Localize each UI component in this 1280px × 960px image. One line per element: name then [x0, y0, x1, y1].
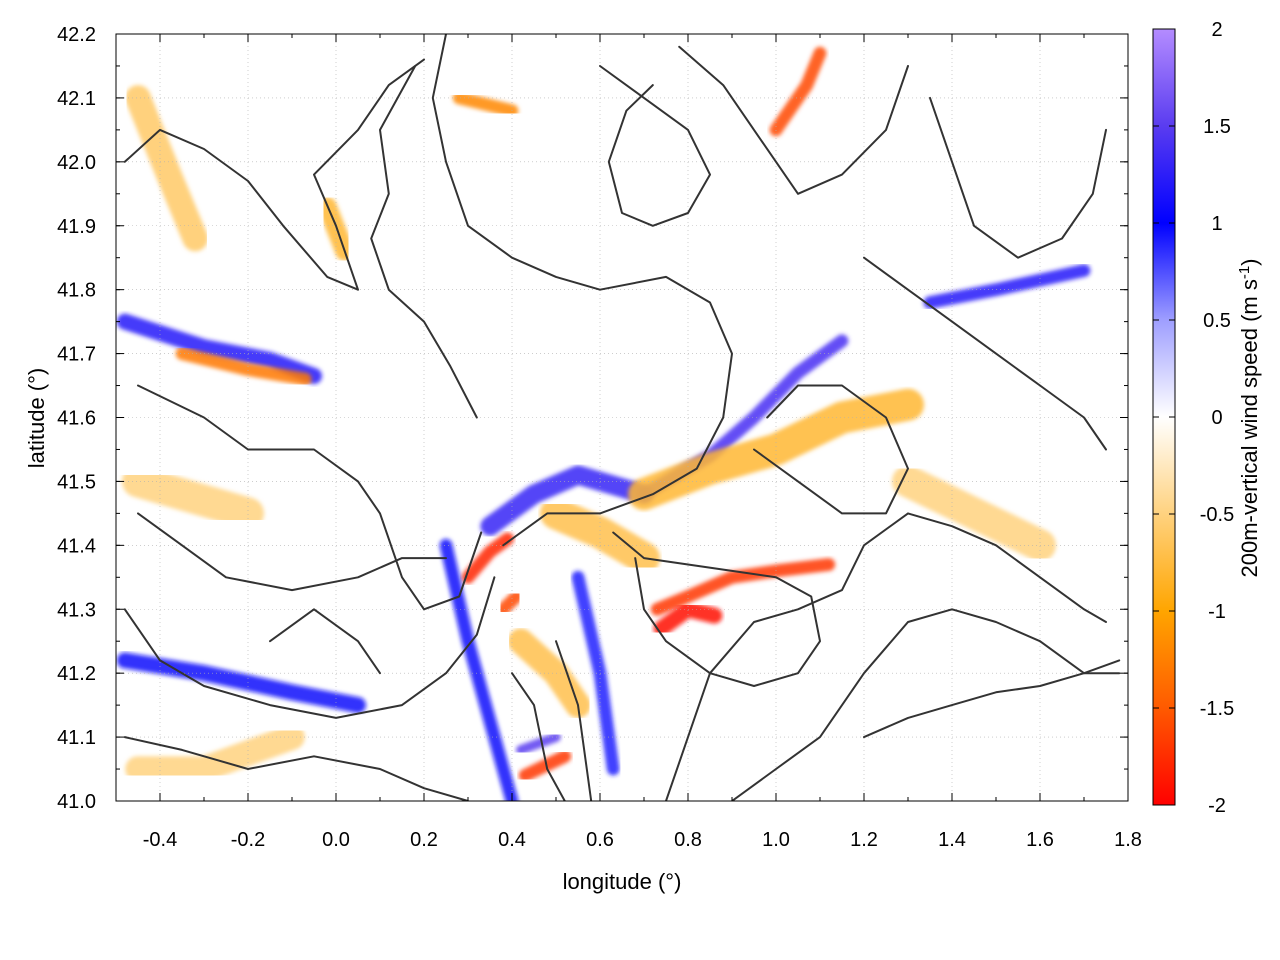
y-tick-label: 42.2 — [57, 24, 96, 46]
colorbar-tick-label: 1.5 — [1203, 116, 1231, 138]
colorbar-tick-label: 1 — [1211, 213, 1222, 235]
contour-line — [665, 512, 1107, 801]
colorbar-label-main: 200m-vertical wind speed (m s — [1237, 279, 1262, 577]
y-tick-label: 41.0 — [57, 791, 96, 813]
wind-speed-band — [496, 590, 523, 616]
wind-speed-band — [125, 85, 208, 252]
colorbar: 2 1.5 1 0.5 0 -0.5 -1 -1.5 -2 200m-vertical wind… — [1152, 19, 1262, 817]
x-tick-label: 1.2 — [850, 829, 878, 851]
contour-line — [731, 608, 1121, 801]
y-tick-label: 41.1 — [57, 727, 96, 749]
x-tick-label: 0.0 — [322, 829, 350, 851]
wind-speed-band — [439, 538, 519, 801]
x-tick-label: 1.4 — [938, 829, 966, 851]
x-axis-label: longitude (°) — [563, 869, 682, 894]
wind-speed-band — [452, 91, 519, 118]
x-tick-label: 0.8 — [674, 829, 702, 851]
y-tick-label: 41.2 — [57, 663, 96, 685]
grid-lines — [116, 34, 1128, 801]
colorbar-tick-label: -1.5 — [1200, 698, 1234, 720]
contour-line — [269, 608, 381, 675]
contour-line — [753, 384, 909, 515]
wind-speed-band — [125, 724, 305, 782]
contour-line — [599, 65, 711, 227]
x-tick-label: 1.6 — [1026, 829, 1054, 851]
y-tick-label: 41.8 — [57, 280, 96, 302]
contour-line — [555, 640, 593, 801]
y-tick-label: 41.6 — [57, 408, 96, 430]
colorbar-label-close: ) — [1237, 258, 1262, 265]
wind-speed-band — [175, 347, 312, 386]
contour-line — [678, 45, 909, 195]
colorbar-tick-label: -2 — [1208, 795, 1226, 817]
colorbar-label-superscript: -1 — [1236, 266, 1253, 279]
contour-line — [370, 65, 478, 419]
x-tick-label: 0.6 — [586, 829, 614, 851]
colorbar-tick-label: 2 — [1211, 19, 1222, 41]
y-tick-label: 41.9 — [57, 216, 96, 238]
plot-area: -0.4 -0.2 0.0 0.2 0.4 0.6 0.8 1.0 1.2 1.4 1.6 1.8 4… — [57, 24, 1142, 851]
contour-line — [863, 256, 1107, 451]
y-tick-label: 42.1 — [57, 88, 96, 110]
colorbar-tick-label: -0.5 — [1200, 504, 1234, 526]
x-tick-label: 1.0 — [762, 829, 790, 851]
wind-speed-band — [516, 732, 561, 755]
contour-line — [863, 659, 1121, 739]
x-axis-ticks: -0.4 -0.2 0.0 0.2 0.4 0.6 0.8 1.0 1.2 1.4 1.6 1.8 — [115, 34, 1142, 851]
x-tick-label: 0.4 — [498, 829, 526, 851]
wind-speed-band — [628, 388, 924, 511]
contour-line — [123, 58, 425, 291]
x-tick-label: 0.2 — [410, 829, 438, 851]
contour-line — [123, 576, 496, 719]
wind-speed-band — [650, 558, 836, 616]
wind-speed-band — [540, 497, 660, 575]
wind-speed-band — [892, 465, 1056, 562]
contour-line — [137, 384, 483, 611]
contour-line — [511, 672, 566, 801]
contour-lines — [123, 34, 1121, 801]
colorbar-label: 200m-vertical wind speed (m s-1) — [1236, 258, 1262, 577]
y-axis-label: latitude (°) — [24, 368, 49, 469]
colorbar-tick-label: 0.5 — [1203, 310, 1231, 332]
wind-speed-band — [461, 532, 514, 584]
y-axis-ticks: 41.0 41.1 41.2 41.3 41.4 41.5 41.6 41.7 41.8 41.9… — [57, 24, 1128, 813]
y-tick-label: 41.3 — [57, 599, 96, 621]
y-tick-label: 41.5 — [57, 471, 96, 493]
y-tick-label: 41.7 — [57, 344, 96, 366]
wind-speed-band — [518, 749, 572, 782]
colorbar-tick-label: 0 — [1211, 407, 1222, 429]
contour-line — [123, 736, 469, 801]
x-tick-label: 1.8 — [1114, 829, 1142, 851]
colorbar-tick-label: -1 — [1208, 601, 1226, 623]
contour-line — [137, 512, 447, 592]
contour-line — [612, 531, 821, 687]
wind-speed-band — [769, 46, 827, 137]
contour-line — [929, 96, 1107, 259]
y-tick-label: 41.4 — [57, 535, 96, 557]
wind-speed-band — [122, 465, 264, 530]
colorbar-ticks: 2 1.5 1 0.5 0 -0.5 -1 -1.5 -2 — [1153, 19, 1234, 817]
y-tick-label: 42.0 — [57, 152, 96, 174]
x-tick-label: -0.4 — [143, 829, 177, 851]
contour-line — [431, 34, 733, 547]
x-tick-label: -0.2 — [231, 829, 265, 851]
